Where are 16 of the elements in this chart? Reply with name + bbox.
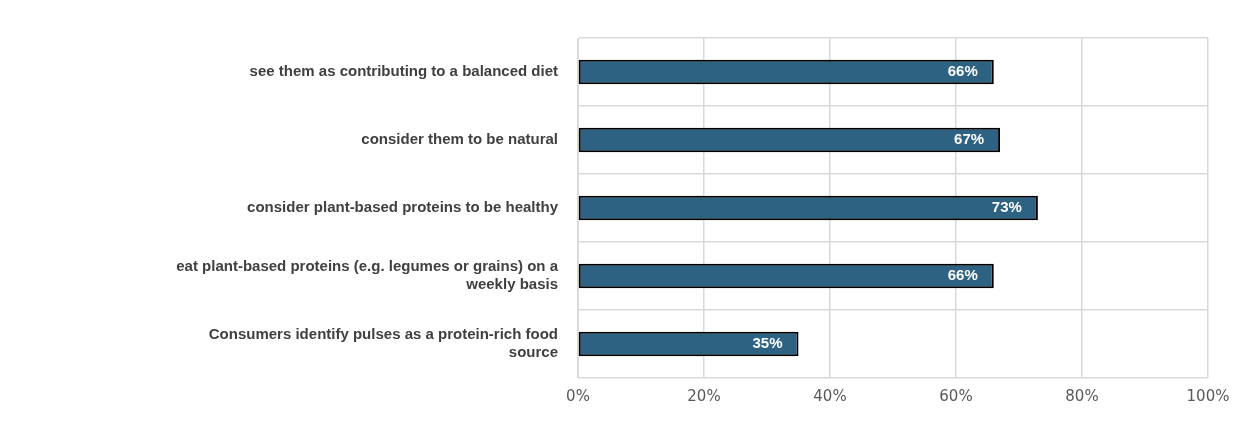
y-tick-label: consider plant-based proteins to be healthy <box>247 198 559 216</box>
y-tick-label: consider them to be natural <box>361 130 558 148</box>
x-tick-label: 20% <box>687 386 721 405</box>
x-tick-label: 0% <box>566 386 590 405</box>
data-label: 73% <box>991 198 1022 216</box>
data-label: 67% <box>954 130 985 148</box>
x-tick-label: 80% <box>1065 386 1099 405</box>
data-label: 66% <box>947 62 978 80</box>
y-tick-label: see them as contributing to a balanced diet <box>249 62 558 80</box>
data-label: 35% <box>752 334 783 352</box>
x-tick-label: 100% <box>1186 386 1230 405</box>
x-tick-label: 40% <box>813 386 847 405</box>
x-tick-label: 60% <box>939 386 973 405</box>
y-tick-label: eat plant-based proteins (e.g. legumes or grains) on a weekly basis <box>176 257 559 293</box>
y-tick-label: Consumers identify pulses as a protein-rich food source <box>208 325 558 361</box>
data-label: 66% <box>947 266 978 284</box>
